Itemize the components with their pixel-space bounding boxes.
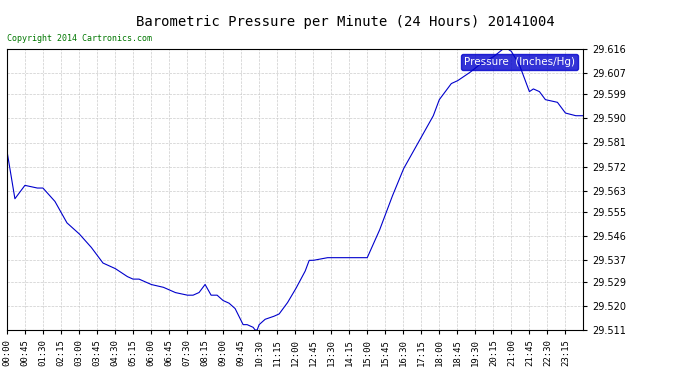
Pressure  (Inches/Hg) bbox=[460, 74, 469, 79]
Pressure  (Inches/Hg) bbox=[195, 290, 204, 294]
Pressure  (Inches/Hg) bbox=[131, 277, 139, 281]
Pressure  (Inches/Hg) bbox=[385, 203, 393, 207]
Line: Pressure  (Inches/Hg): Pressure (Inches/Hg) bbox=[7, 49, 583, 330]
Text: Copyright 2014 Cartronics.com: Copyright 2014 Cartronics.com bbox=[7, 34, 152, 43]
Legend: Pressure  (Inches/Hg): Pressure (Inches/Hg) bbox=[461, 54, 578, 70]
Pressure  (Inches/Hg) bbox=[3, 148, 11, 153]
Pressure  (Inches/Hg) bbox=[500, 46, 508, 51]
Pressure  (Inches/Hg) bbox=[251, 328, 259, 332]
Text: Barometric Pressure per Minute (24 Hours) 20141004: Barometric Pressure per Minute (24 Hours… bbox=[136, 15, 554, 29]
Pressure  (Inches/Hg) bbox=[117, 270, 125, 274]
Pressure  (Inches/Hg) bbox=[579, 114, 587, 118]
Pressure  (Inches/Hg) bbox=[511, 56, 520, 60]
